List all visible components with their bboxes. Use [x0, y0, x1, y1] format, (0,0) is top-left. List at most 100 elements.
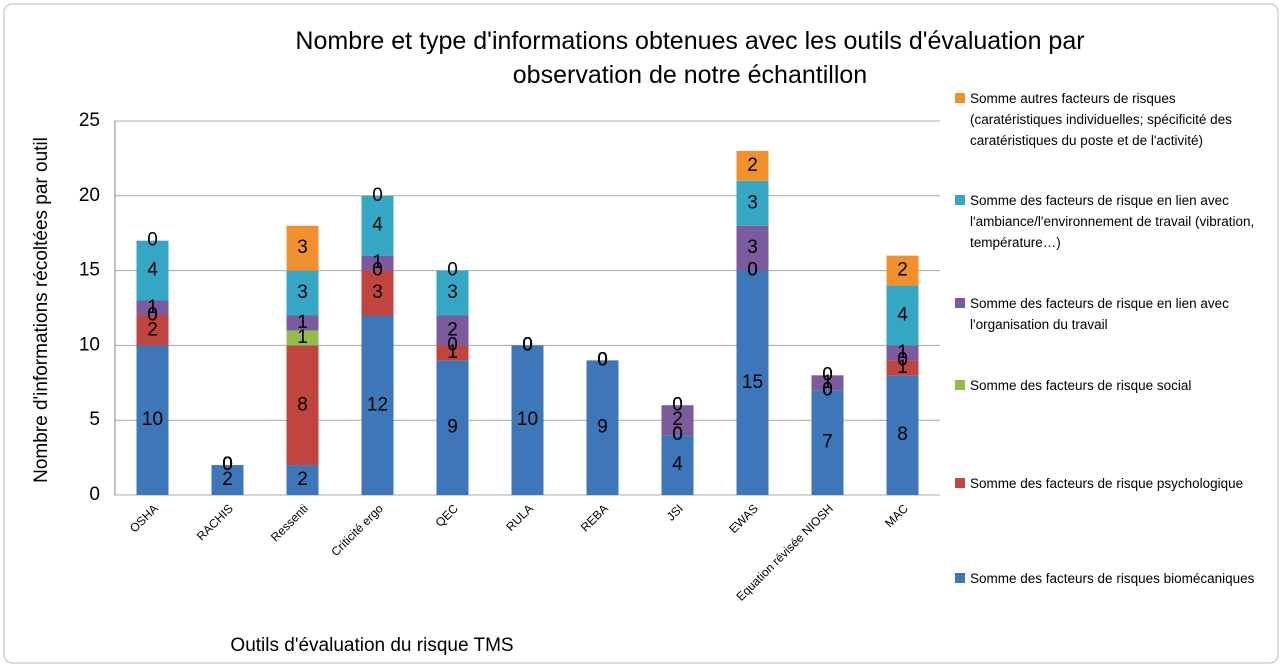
- bar-segment: [886, 285, 919, 346]
- bar-segment: [286, 330, 319, 346]
- bar-segment: [886, 375, 919, 495]
- data-label: 0: [222, 454, 233, 475]
- bar-segment: [811, 375, 844, 391]
- chart-title: Nombre et type d'informations obtenues a…: [295, 27, 1085, 89]
- data-label: 7: [822, 432, 833, 453]
- data-label: 0: [597, 349, 608, 370]
- data-label: 9: [597, 417, 608, 438]
- y-tick-label: 15: [79, 260, 100, 281]
- y-tick-label: 20: [79, 185, 100, 206]
- data-label: 0: [747, 260, 758, 281]
- data-label: 2: [147, 319, 158, 340]
- legend-swatch: [955, 573, 965, 583]
- bar-segment: [286, 315, 319, 331]
- data-label: 0: [822, 364, 833, 385]
- bar-segment: [286, 225, 319, 271]
- legend-item: Somme autres facteurs de risques (caraté…: [955, 88, 1255, 151]
- bar-segment: [436, 345, 469, 361]
- bar-segment: [736, 180, 769, 226]
- data-label: 0: [222, 454, 233, 475]
- data-label: 0: [672, 394, 683, 415]
- legend-label: Somme des facteurs de risque social: [970, 378, 1192, 393]
- data-label: 2: [897, 260, 908, 281]
- y-tick-label: 5: [89, 409, 100, 430]
- data-label: 0: [447, 260, 458, 281]
- legend-label: Somme des facteurs de risque psychologiq…: [970, 476, 1244, 491]
- data-label: 1: [897, 342, 908, 363]
- data-label: 3: [447, 282, 458, 303]
- data-label: 0: [822, 379, 833, 400]
- legend-label: Somme des facteurs de risques biomécaniq…: [970, 571, 1255, 586]
- data-label: 2: [747, 155, 758, 176]
- y-axis-title: Nombre d'informations récoltées par outi…: [31, 137, 52, 483]
- data-label: 2: [672, 409, 683, 430]
- x-axis-title: Outils d'évaluation du risque TMS: [230, 635, 513, 656]
- data-label: 2: [447, 319, 458, 340]
- data-label: 1: [372, 252, 383, 273]
- data-label: 4: [672, 454, 683, 475]
- data-label: 0: [672, 424, 683, 445]
- data-label: 1: [147, 297, 158, 318]
- legend-label: Somme des facteurs de risque en lien ave…: [970, 193, 1255, 250]
- data-label: 0: [447, 334, 458, 355]
- legend-item: Somme des facteurs de risque en lien ave…: [955, 293, 1255, 335]
- bar-segment: [736, 150, 769, 181]
- data-label: 4: [372, 215, 383, 236]
- y-tick-label: 25: [79, 110, 100, 131]
- data-label: 0: [522, 334, 533, 355]
- data-label: 2: [222, 469, 233, 490]
- data-label: 0: [372, 260, 383, 281]
- legend-swatch: [955, 380, 965, 390]
- legend-label: Somme des facteurs de risque en lien ave…: [970, 296, 1229, 332]
- data-label: 3: [297, 237, 308, 258]
- bar-segment: [736, 225, 769, 271]
- data-label: 15: [742, 372, 763, 393]
- data-label: 0: [522, 334, 533, 355]
- data-label: 0: [597, 349, 608, 370]
- bar-segment: [361, 255, 394, 271]
- data-label: 1: [447, 342, 458, 363]
- legend-swatch: [955, 195, 965, 205]
- data-label: 12: [367, 394, 388, 415]
- bar-segment: [136, 315, 169, 346]
- data-label: 1: [297, 327, 308, 348]
- data-label: 8: [897, 424, 908, 445]
- data-label: 0: [897, 349, 908, 370]
- bar-segment: [886, 345, 919, 361]
- legend-item: Somme des facteurs de risque social: [955, 375, 1255, 396]
- bar-segment: [286, 345, 319, 466]
- bar-segment: [136, 300, 169, 316]
- data-label: 3: [747, 192, 758, 213]
- data-label: 0: [747, 260, 758, 281]
- bar-segment: [436, 360, 469, 495]
- data-label: 0: [522, 334, 533, 355]
- bar-segment: [661, 405, 694, 436]
- bar-segment: [436, 315, 469, 346]
- legend-swatch: [955, 298, 965, 308]
- data-label: 0: [147, 230, 158, 251]
- data-label: 0: [222, 454, 233, 475]
- data-label: 0: [522, 334, 533, 355]
- bar-segment: [211, 465, 244, 495]
- data-label: 0: [147, 304, 158, 325]
- data-label: 0: [222, 454, 233, 475]
- data-label: 3: [297, 282, 308, 303]
- data-label: 3: [747, 237, 758, 258]
- data-label: 1: [297, 312, 308, 333]
- data-label: 4: [897, 304, 908, 325]
- data-label: 10: [142, 409, 163, 430]
- data-label: 0: [822, 379, 833, 400]
- bar-segment: [886, 255, 919, 286]
- data-label: 0: [597, 349, 608, 370]
- legend-label: Somme autres facteurs de risques (caraté…: [970, 91, 1232, 148]
- bar-segment: [361, 195, 394, 256]
- data-label: 0: [672, 424, 683, 445]
- data-label: 3: [372, 282, 383, 303]
- bar-segment: [886, 360, 919, 376]
- y-tick-label: 0: [89, 484, 100, 505]
- bar-segment: [286, 465, 319, 495]
- data-label: 0: [672, 394, 683, 415]
- y-tick-label: 10: [79, 334, 100, 355]
- data-label: 0: [597, 349, 608, 370]
- bar-segment: [136, 345, 169, 495]
